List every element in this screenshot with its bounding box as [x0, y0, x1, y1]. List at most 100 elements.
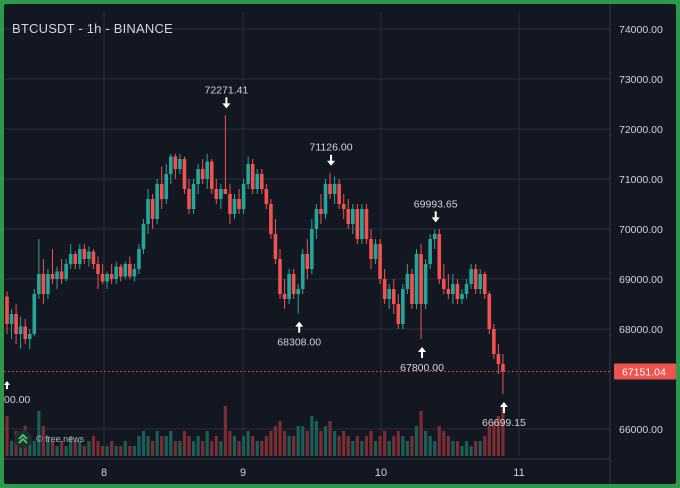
- candle-body: [469, 269, 473, 284]
- candle-body: [296, 289, 300, 294]
- candle-body: [164, 174, 169, 199]
- candle-body: [360, 209, 364, 239]
- watermark: © free.news: [14, 430, 84, 448]
- volume-bar: [100, 446, 105, 456]
- volume-bar: [355, 436, 359, 456]
- annotation-label: 68308.00: [277, 337, 321, 349]
- grid: [4, 12, 610, 456]
- y-tick-label: 73000.00: [619, 74, 663, 86]
- volume-bar: [310, 416, 314, 456]
- annotation-label: 66699.15: [482, 417, 526, 429]
- candle-body: [291, 274, 296, 294]
- volume-bar: [337, 436, 341, 456]
- candle-body: [9, 314, 14, 324]
- chart-frame: 67151.04 00.00 72271.41 71126.00 69993.65 683…: [4, 4, 676, 484]
- candle-body: [109, 274, 114, 279]
- volume-bar: [428, 436, 432, 456]
- volume-bar: [273, 426, 278, 456]
- candle-body: [41, 274, 46, 294]
- annotation-label: 67800.00: [400, 362, 444, 374]
- candle-body: [78, 249, 82, 264]
- volume-bar: [478, 441, 482, 456]
- y-tick-label: 69000.00: [619, 274, 663, 286]
- candle-body: [432, 234, 437, 239]
- candlestick-chart[interactable]: 67151.04 00.00 72271.41 71126.00 69993.65 683…: [4, 4, 676, 484]
- arrow-up-icon: [418, 347, 427, 358]
- volume-bar: [114, 446, 118, 456]
- candle-body: [419, 254, 423, 304]
- candle-body: [269, 204, 273, 234]
- volume-bar: [314, 421, 318, 456]
- candle-body: [378, 244, 382, 279]
- candle-body: [337, 184, 341, 204]
- volume-bar: [132, 446, 136, 456]
- candle-body: [410, 274, 414, 304]
- current-price-label: 67151.04: [622, 366, 666, 378]
- candle-body: [391, 289, 396, 304]
- y-tick-label: 72000.00: [619, 124, 663, 136]
- volume-bar: [464, 441, 469, 456]
- volume-bar: [196, 436, 200, 456]
- candle-body: [314, 209, 319, 229]
- candle-body: [150, 199, 155, 219]
- volume-bar: [82, 446, 86, 456]
- candle-body: [128, 264, 132, 277]
- volume-bar: [219, 441, 223, 456]
- candle-body: [68, 254, 73, 264]
- candle-body: [373, 244, 378, 259]
- volume-bar: [210, 441, 214, 456]
- volume-bar: [296, 426, 300, 456]
- volume-bar: [41, 426, 45, 456]
- volume-bar: [373, 441, 378, 456]
- volume-bar: [187, 436, 191, 456]
- volume-bar: [501, 406, 505, 456]
- volume-bar: [287, 436, 291, 456]
- candle-body: [73, 254, 78, 264]
- volume-bar: [483, 436, 487, 456]
- candle-body: [282, 294, 287, 299]
- candle-body: [91, 251, 96, 264]
- volume-bar: [278, 421, 282, 456]
- volume-bar: [119, 446, 123, 456]
- candle-body: [332, 184, 337, 194]
- volume-bar: [87, 441, 91, 456]
- volume-bar: [110, 441, 114, 456]
- candle-body: [27, 334, 32, 339]
- candle-body: [214, 189, 219, 199]
- candle-body: [155, 184, 159, 219]
- volume-bar: [237, 441, 241, 456]
- volume-bar: [360, 441, 364, 456]
- candle-body: [387, 289, 391, 299]
- volume-bar: [32, 441, 36, 456]
- candle-body: [118, 266, 123, 277]
- double-chevron-up-icon: [14, 430, 32, 448]
- candle-body: [355, 209, 360, 239]
- candle-body: [442, 279, 446, 289]
- volume-bar: [269, 431, 273, 456]
- candle-body: [159, 184, 164, 199]
- candle-body: [351, 209, 355, 224]
- candle-body: [18, 326, 23, 334]
- annotation-label: 71126.00: [310, 142, 353, 154]
- volume-bar: [242, 436, 246, 456]
- volume-bar: [228, 431, 232, 456]
- volume-bar: [414, 426, 419, 456]
- candle-body: [137, 249, 141, 269]
- candle-body: [501, 364, 505, 372]
- candle-body: [250, 164, 255, 189]
- candle-body: [260, 174, 264, 189]
- candle-body: [14, 314, 18, 334]
- volume-bar: [346, 436, 350, 456]
- volume-bar: [369, 431, 373, 456]
- candle-body: [32, 294, 37, 334]
- candle-body: [87, 251, 91, 259]
- candle-body: [173, 156, 178, 169]
- candle-body: [182, 159, 187, 189]
- candle-body: [246, 164, 250, 184]
- candle-body: [310, 229, 314, 269]
- volume-bar: [146, 436, 150, 456]
- candle-body: [323, 184, 328, 214]
- edge-label: 00.00: [4, 394, 30, 406]
- arrow-up-icon: [499, 402, 508, 414]
- candle-body: [228, 194, 232, 214]
